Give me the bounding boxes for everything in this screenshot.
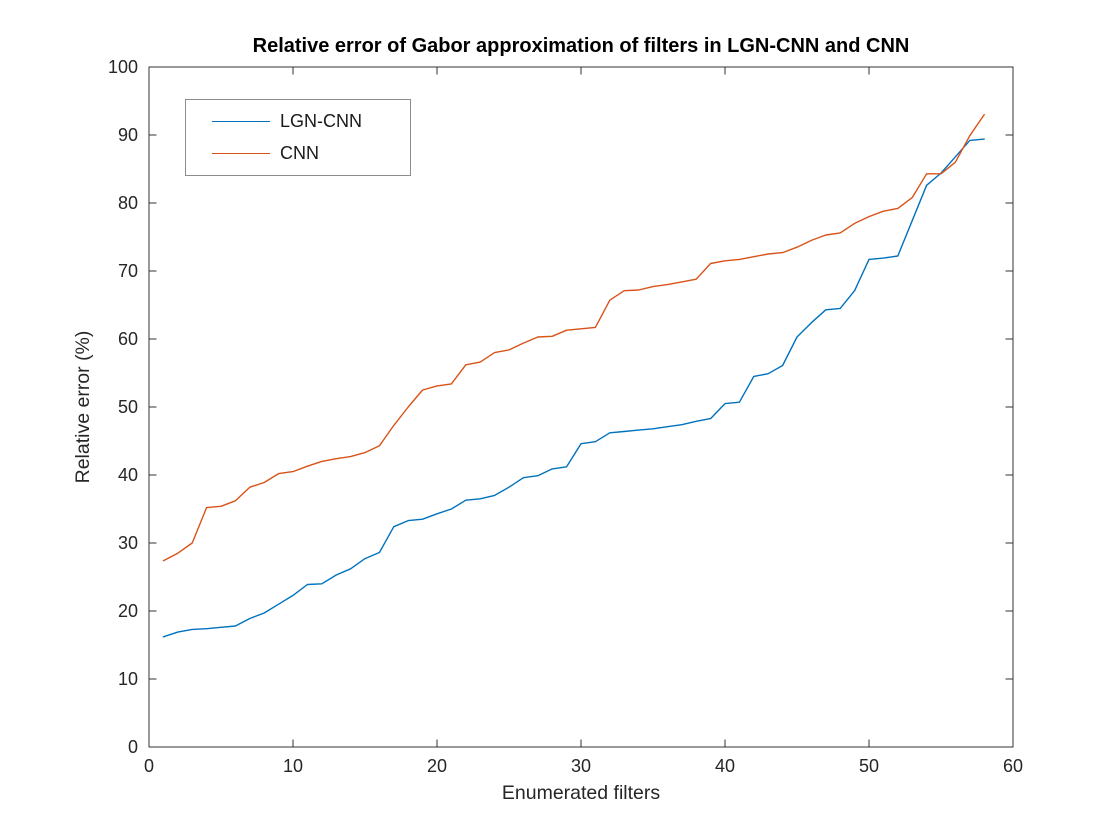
legend-label: LGN-CNN [280, 111, 363, 131]
x-tick-label: 10 [283, 756, 303, 776]
y-tick-label: 80 [118, 193, 138, 213]
x-tick-label: 60 [1003, 756, 1023, 776]
y-tick-label: 30 [118, 533, 138, 553]
plot-area: 0 10 20 30 40 50 60 0 10 20 30 40 50 60 70 80 90 100 [108, 57, 1023, 776]
series-line-lgn-cnn [162, 138, 985, 638]
y-tick-label: 100 [108, 57, 138, 77]
legend-label: CNN [280, 143, 319, 163]
y-axis-label: Relative error (%) [72, 331, 94, 484]
legend-line-sample-cnn [212, 153, 270, 154]
y-tick-label: 10 [118, 669, 138, 689]
legend: LGN-CNN CNN [185, 99, 411, 176]
legend-line-sample-lgn-cnn [212, 121, 270, 122]
y-tick-label: 70 [118, 261, 138, 281]
y-tick-label: 50 [118, 397, 138, 417]
y-tick-label: 0 [128, 737, 138, 757]
x-tick-label: 0 [144, 756, 154, 776]
x-tick-label: 50 [859, 756, 879, 776]
legend-item-cnn: CNN [186, 143, 410, 164]
y-tick-label: 90 [118, 125, 138, 145]
chart-title: Relative error of Gabor approximation of… [253, 35, 910, 57]
series-line-cnn [162, 113, 985, 562]
x-tick-label: 30 [571, 756, 591, 776]
y-tick-label: 20 [118, 601, 138, 621]
x-tick-label: 40 [715, 756, 735, 776]
y-tick-label: 40 [118, 465, 138, 485]
x-axis-label: Enumerated filters [502, 782, 660, 804]
y-tick-label: 60 [118, 329, 138, 349]
x-tick-label: 20 [427, 756, 447, 776]
legend-item-lgn-cnn: LGN-CNN [186, 111, 410, 132]
